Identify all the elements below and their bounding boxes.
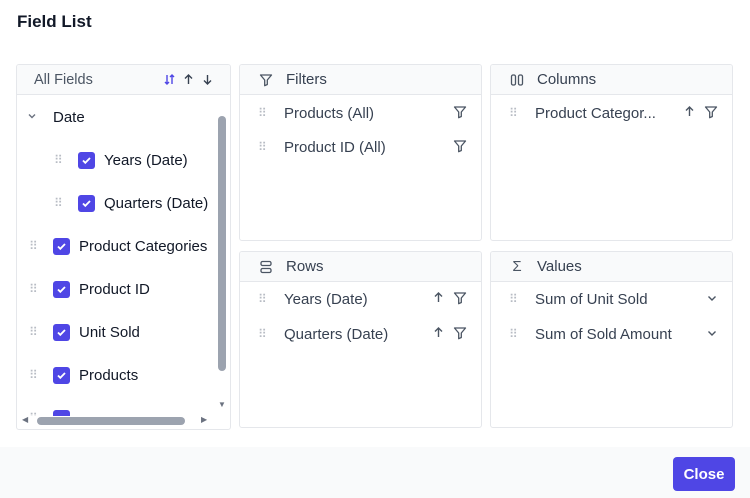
column-item-label: Product Categor... bbox=[535, 104, 656, 122]
filters-panel: Filters ⠿ Products (All) ⠿ Product ID (A… bbox=[239, 64, 482, 241]
columns-icon bbox=[509, 72, 525, 88]
tree-item-label: Products bbox=[79, 366, 139, 384]
sort-ascending-icon[interactable] bbox=[182, 73, 195, 89]
tree-item-product-id[interactable]: ⠿ Product ID bbox=[29, 277, 150, 301]
tree-item-partial[interactable]: ⠿ bbox=[29, 406, 70, 416]
checkbox-checked-icon[interactable] bbox=[53, 237, 70, 255]
filter-item-label: Product ID (All) bbox=[284, 138, 386, 156]
checkbox-checked-icon[interactable] bbox=[53, 280, 70, 298]
drag-handle-icon[interactable]: ⠿ bbox=[54, 152, 63, 167]
tree-group-label: Date bbox=[53, 108, 85, 126]
drag-handle-icon[interactable]: ⠿ bbox=[29, 412, 39, 417]
tree-item-quarters-date[interactable]: ⠿ Quarters (Date) bbox=[54, 191, 208, 215]
filter-icon[interactable] bbox=[453, 105, 467, 122]
drag-handle-icon[interactable]: ⠿ bbox=[29, 281, 38, 296]
tree-item-label: Product ID bbox=[79, 280, 150, 298]
checkbox-checked-icon[interactable] bbox=[53, 323, 70, 341]
row-item-label: Quarters (Date) bbox=[284, 325, 389, 343]
sort-ascending-icon[interactable] bbox=[432, 326, 445, 342]
filter-icon bbox=[258, 72, 274, 88]
checkbox-checked-icon[interactable] bbox=[78, 194, 95, 212]
drag-handle-icon[interactable]: ⠿ bbox=[29, 367, 38, 382]
sort-controls bbox=[163, 73, 214, 89]
horizontal-scrollbar[interactable]: ◀ ▶ bbox=[17, 415, 215, 427]
value-item-label: Sum of Unit Sold bbox=[535, 290, 648, 308]
drag-handle-icon[interactable]: ⠿ bbox=[509, 105, 518, 120]
all-fields-header: All Fields bbox=[17, 65, 230, 95]
values-title: Values bbox=[537, 258, 582, 275]
drag-handle-icon[interactable]: ⠿ bbox=[258, 139, 267, 154]
tree-item-unit-sold[interactable]: ⠿ Unit Sold bbox=[29, 320, 140, 344]
scroll-down-icon[interactable]: ▼ bbox=[218, 400, 226, 409]
tree-item-label: Unit Sold bbox=[79, 323, 140, 341]
values-header: Σ Values bbox=[491, 252, 732, 282]
values-panel: Σ Values ⠿ Sum of Unit Sold ⠿ Sum of Sol… bbox=[490, 251, 733, 428]
tree-item-years-date[interactable]: ⠿ Years (Date) bbox=[54, 148, 188, 172]
value-item-label: Sum of Sold Amount bbox=[535, 325, 672, 343]
row-item-label: Years (Date) bbox=[284, 290, 368, 308]
row-item-quarters-date[interactable]: ⠿ Quarters (Date) bbox=[240, 322, 481, 346]
drag-handle-icon[interactable]: ⠿ bbox=[54, 195, 63, 210]
all-fields-panel: All Fields Date ⠿ Years bbox=[16, 64, 231, 430]
sort-toggle-icon[interactable] bbox=[163, 73, 176, 89]
drag-handle-icon[interactable]: ⠿ bbox=[258, 291, 267, 306]
drag-handle-icon[interactable]: ⠿ bbox=[258, 105, 267, 120]
vertical-scroll-thumb[interactable] bbox=[218, 116, 226, 371]
drag-handle-icon[interactable]: ⠿ bbox=[29, 238, 38, 253]
sort-ascending-icon[interactable] bbox=[683, 105, 696, 121]
all-fields-title: All Fields bbox=[34, 71, 93, 88]
sort-descending-icon[interactable] bbox=[201, 73, 214, 89]
value-item-sum-unit-sold[interactable]: ⠿ Sum of Unit Sold bbox=[491, 287, 732, 311]
filter-icon[interactable] bbox=[453, 291, 467, 308]
filter-item-label: Products (All) bbox=[284, 104, 375, 122]
filters-title: Filters bbox=[286, 71, 327, 88]
sort-ascending-icon[interactable] bbox=[432, 291, 445, 307]
tree-item-products[interactable]: ⠿ Products bbox=[29, 363, 138, 387]
drag-handle-icon[interactable]: ⠿ bbox=[258, 326, 267, 341]
filter-icon[interactable] bbox=[453, 139, 467, 156]
chevron-down-icon[interactable] bbox=[27, 111, 37, 124]
column-item-product-categories[interactable]: ⠿ Product Categor... bbox=[491, 101, 732, 125]
sigma-icon: Σ bbox=[512, 258, 522, 275]
checkbox-checked-icon[interactable] bbox=[53, 366, 70, 384]
drag-handle-icon[interactable]: ⠿ bbox=[29, 324, 38, 339]
field-tree: Date ⠿ Years (Date) ⠿ Quarters (Date) ⠿ … bbox=[17, 96, 215, 416]
checkbox-checked-icon[interactable] bbox=[78, 151, 95, 169]
columns-header: Columns bbox=[491, 65, 732, 95]
dialog-title: Field List bbox=[17, 12, 92, 31]
tree-item-label: Years (Date) bbox=[104, 151, 188, 169]
horizontal-scroll-thumb[interactable] bbox=[37, 417, 185, 425]
rows-title: Rows bbox=[286, 258, 324, 275]
tree-item-product-categories[interactable]: ⠿ Product Categories bbox=[29, 234, 207, 258]
scroll-right-icon[interactable]: ▶ bbox=[201, 415, 208, 424]
columns-title: Columns bbox=[537, 71, 597, 88]
filter-item-product-id[interactable]: ⠿ Product ID (All) bbox=[240, 135, 481, 159]
close-button[interactable]: Close bbox=[673, 457, 735, 491]
tree-item-label: Quarters (Date) bbox=[104, 194, 209, 212]
rows-icon bbox=[258, 259, 274, 275]
drag-handle-icon[interactable]: ⠿ bbox=[509, 291, 518, 306]
filter-item-products[interactable]: ⠿ Products (All) bbox=[240, 101, 481, 125]
rows-panel: Rows ⠿ Years (Date) ⠿ Quarters (Date) bbox=[239, 251, 482, 428]
filter-icon[interactable] bbox=[704, 105, 718, 122]
value-item-sum-sold-amount[interactable]: ⠿ Sum of Sold Amount bbox=[491, 322, 732, 346]
chevron-down-icon[interactable] bbox=[706, 291, 718, 307]
drag-handle-icon[interactable]: ⠿ bbox=[509, 326, 518, 341]
checkbox-checked-icon[interactable] bbox=[53, 409, 70, 416]
row-item-years-date[interactable]: ⠿ Years (Date) bbox=[240, 287, 481, 311]
tree-item-label: Product Categories bbox=[79, 237, 208, 255]
filter-icon[interactable] bbox=[453, 326, 467, 343]
scroll-left-icon[interactable]: ◀ bbox=[22, 415, 29, 424]
dialog-footer: Close bbox=[0, 447, 750, 498]
tree-group-date[interactable]: Date bbox=[27, 105, 85, 129]
rows-header: Rows bbox=[240, 252, 481, 282]
filters-header: Filters bbox=[240, 65, 481, 95]
columns-panel: Columns ⠿ Product Categor... bbox=[490, 64, 733, 241]
vertical-scrollbar[interactable]: ▼ bbox=[217, 96, 227, 416]
chevron-down-icon[interactable] bbox=[706, 326, 718, 342]
